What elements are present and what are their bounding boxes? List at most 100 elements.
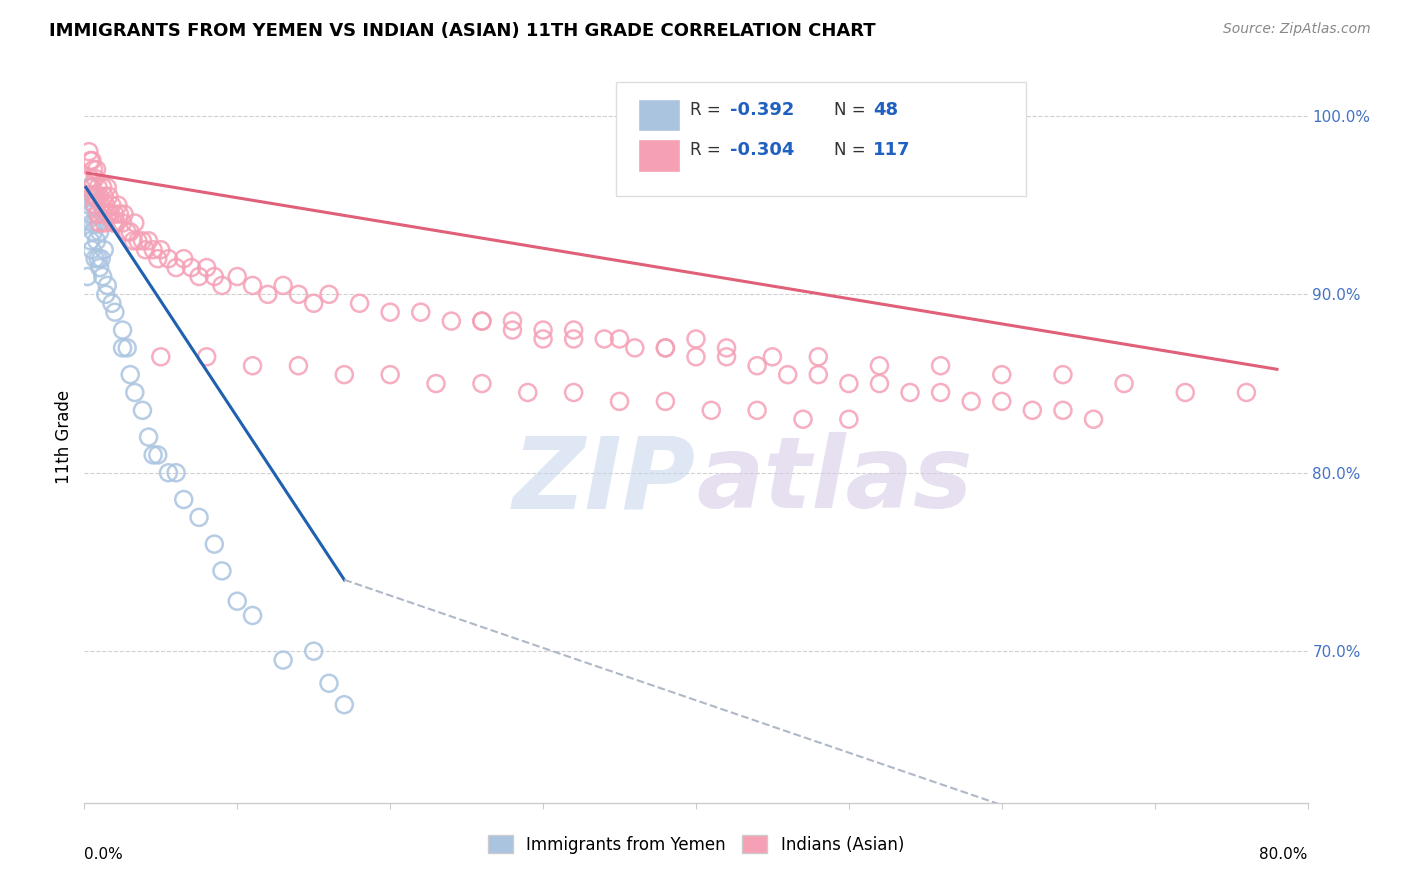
Point (226, 594, 249, 608)
Point (593, 332, 616, 346)
Point (79, 207, 101, 221)
Point (120, 225, 142, 239)
Point (138, 234, 160, 248)
Point (1052, 403, 1074, 417)
Point (146, 252, 169, 266)
FancyBboxPatch shape (638, 139, 681, 171)
Point (502, 323, 524, 337)
Point (87, 216, 110, 230)
Text: N =: N = (834, 101, 872, 120)
Point (124, 216, 146, 230)
Point (111, 216, 134, 230)
Point (654, 341, 676, 355)
Point (271, 278, 294, 293)
Point (157, 466, 180, 480)
Point (108, 207, 131, 221)
Point (1083, 412, 1105, 426)
Point (98, 207, 121, 221)
Point (111, 323, 134, 337)
Point (1174, 385, 1197, 400)
Point (89, 225, 111, 239)
Point (87, 207, 110, 221)
Point (747, 403, 769, 417)
Point (91, 180, 114, 194)
Point (173, 492, 195, 507)
Point (142, 448, 165, 462)
Point (86, 207, 108, 221)
Point (531, 323, 554, 337)
Point (111, 341, 134, 355)
Point (654, 394, 676, 409)
Point (195, 260, 218, 275)
Point (624, 341, 647, 355)
Point (80, 153, 103, 168)
Point (562, 332, 585, 346)
Point (84, 198, 107, 212)
Point (1236, 385, 1258, 400)
Point (716, 350, 738, 364)
Point (471, 314, 494, 328)
Point (79, 153, 101, 168)
Text: ZIP: ZIP (513, 433, 696, 530)
Point (531, 332, 554, 346)
Point (257, 287, 280, 301)
Point (96, 180, 118, 194)
Point (131, 234, 153, 248)
Point (146, 448, 169, 462)
Point (562, 323, 585, 337)
Point (242, 608, 264, 623)
Point (380, 305, 402, 319)
Point (516, 385, 538, 400)
Text: 117: 117 (873, 141, 911, 160)
Point (87, 252, 110, 266)
Point (188, 269, 211, 284)
Point (792, 412, 814, 426)
Point (93, 189, 115, 203)
Point (716, 341, 738, 355)
Point (188, 510, 211, 524)
Point (318, 287, 340, 301)
Point (79, 171, 101, 186)
Point (409, 305, 432, 319)
Point (1114, 376, 1136, 391)
Point (135, 243, 157, 257)
Point (101, 296, 124, 310)
Point (94, 198, 117, 212)
Point (120, 368, 142, 382)
Point (271, 653, 294, 667)
Point (79, 180, 101, 194)
Point (211, 564, 233, 578)
Point (807, 368, 830, 382)
Point (84, 189, 107, 203)
Point (77, 145, 100, 159)
Point (138, 430, 160, 444)
Point (122, 234, 145, 248)
Point (609, 394, 631, 409)
Point (90, 198, 112, 212)
Point (180, 260, 202, 275)
Point (84, 252, 107, 266)
Text: Source: ZipAtlas.com: Source: ZipAtlas.com (1223, 22, 1371, 37)
Point (700, 403, 723, 417)
Point (425, 376, 447, 391)
Point (84, 171, 107, 186)
Point (654, 341, 676, 355)
Point (93, 216, 115, 230)
Point (96, 278, 118, 293)
Point (747, 359, 769, 373)
Point (685, 350, 707, 364)
Point (89, 216, 111, 230)
Text: N =: N = (834, 141, 872, 160)
Point (318, 676, 340, 690)
Point (84, 216, 107, 230)
Point (83, 225, 105, 239)
Point (242, 278, 264, 293)
Point (211, 278, 233, 293)
Point (929, 359, 952, 373)
Point (440, 314, 463, 328)
Point (91, 207, 114, 221)
Point (165, 466, 187, 480)
Point (149, 350, 172, 364)
Point (471, 376, 494, 391)
Point (776, 368, 799, 382)
